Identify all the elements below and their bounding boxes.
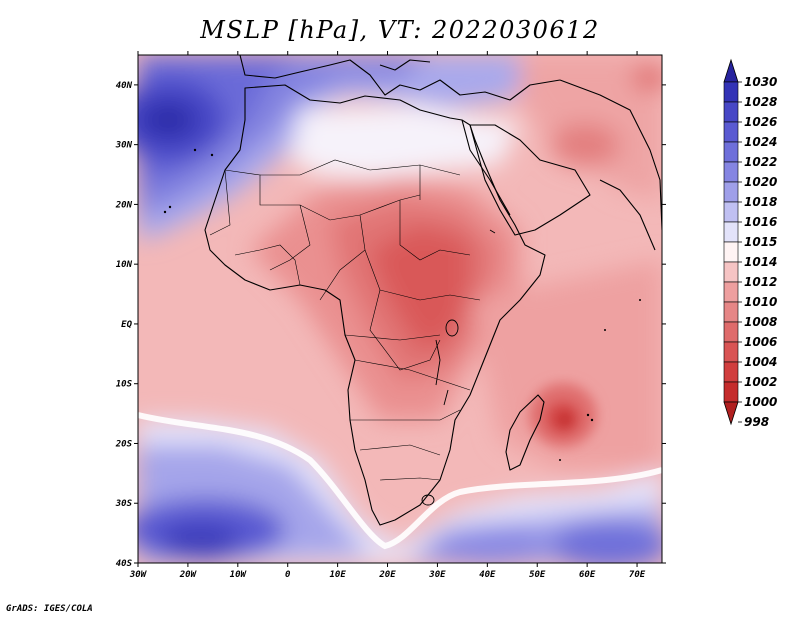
colorbar-level-label: 1018	[744, 195, 777, 209]
colorbar-level-label: 1012	[744, 275, 777, 289]
colorbar-cell	[723, 221, 739, 243]
colorbar-top-arrow	[723, 58, 739, 83]
x-tick-label: 60E	[579, 570, 596, 580]
y-tick-label: 20S	[115, 439, 133, 449]
colorbar-level-label: 1006	[744, 335, 777, 349]
colorbar-cell	[723, 321, 739, 343]
coastlines	[204, 55, 662, 526]
x-tick-label: 10W	[230, 570, 248, 580]
colorbar-level-label: 1002	[744, 375, 777, 389]
x-tick-label: 20E	[378, 570, 396, 580]
y-tick-label: 40N	[116, 81, 133, 91]
colorbar-cell	[723, 161, 739, 183]
chart-title: MSLP [hPa], VT: 2022030612	[200, 16, 600, 44]
colorbar-cell	[723, 201, 739, 223]
country-borders	[209, 159, 481, 481]
colorbar-level-label: 1008	[744, 315, 777, 329]
colorbar-cell	[723, 81, 739, 103]
colorbar-level-label: 1004	[744, 355, 777, 369]
colorbar-cell	[723, 341, 739, 363]
colorbar-level-label: 1014	[744, 255, 777, 269]
colorbar-level-label: 1030	[744, 75, 777, 89]
colorbar-cell	[723, 241, 739, 263]
colorbar-level-label: 1028	[744, 95, 777, 109]
colorbar-cell	[723, 261, 739, 283]
colorbar-cell	[723, 101, 739, 123]
colorbar-level-label: 1000	[744, 395, 777, 409]
x-tick-label: 30E	[428, 570, 446, 580]
colorbar-level-label: 1024	[744, 135, 777, 149]
map-frame	[137, 54, 663, 564]
colorbar-level-label: 1015	[744, 235, 777, 249]
x-tick-label: 40E	[479, 570, 496, 580]
colorbar-cell	[723, 361, 739, 383]
colorbar-level-label: 1022	[744, 155, 777, 169]
y-tick-label: 10S	[116, 380, 133, 390]
y-tick-label: 10N	[116, 260, 133, 270]
x-tick-label: 10E	[329, 570, 346, 580]
x-axis-labels: 30W 20W 10W 0 10E 20E 30E 40E 50E 60E 70E	[129, 570, 646, 580]
x-tick-label: 0	[285, 570, 291, 580]
y-tick-label: 40S	[116, 559, 133, 569]
colorbar-cell	[723, 281, 739, 303]
colorbar-level-label: 998	[744, 415, 769, 429]
colorbar-bottom-arrow	[723, 401, 739, 426]
x-tick-label: 70E	[629, 570, 646, 580]
colorbar-level-label: 1026	[744, 115, 777, 129]
x-tick-label: 30W	[129, 570, 148, 580]
y-axis-ticks	[134, 84, 666, 564]
colorbar-cell	[723, 121, 739, 143]
colorbar-legend: 1030 1028 1026 1024 1022 1020 1018 1016 1015 1014…	[723, 58, 777, 429]
x-tick-label: 20W	[179, 570, 198, 580]
pressure-field	[138, 55, 662, 563]
colorbar-level-label: 1016	[744, 215, 777, 229]
grads-credit: GrADS: IGES/COLA	[6, 604, 93, 614]
y-tick-label: EQ	[121, 320, 132, 330]
x-tick-label: 50E	[529, 570, 546, 580]
colorbar-cell	[723, 181, 739, 203]
colorbar-level-label: 1010	[744, 295, 777, 309]
colorbar-cell	[723, 141, 739, 163]
y-axis-labels: 40N 30N 20N 10N EQ 10S 20S 30S 40S	[115, 81, 133, 569]
x-axis-ticks	[137, 51, 638, 567]
colorbar-cell	[723, 381, 739, 403]
y-tick-label: 30N	[115, 141, 133, 151]
colorbar-level-label: 1020	[744, 175, 777, 189]
y-tick-label: 30S	[115, 499, 133, 509]
colorbar-cell	[723, 301, 739, 323]
y-tick-label: 20N	[115, 200, 133, 210]
